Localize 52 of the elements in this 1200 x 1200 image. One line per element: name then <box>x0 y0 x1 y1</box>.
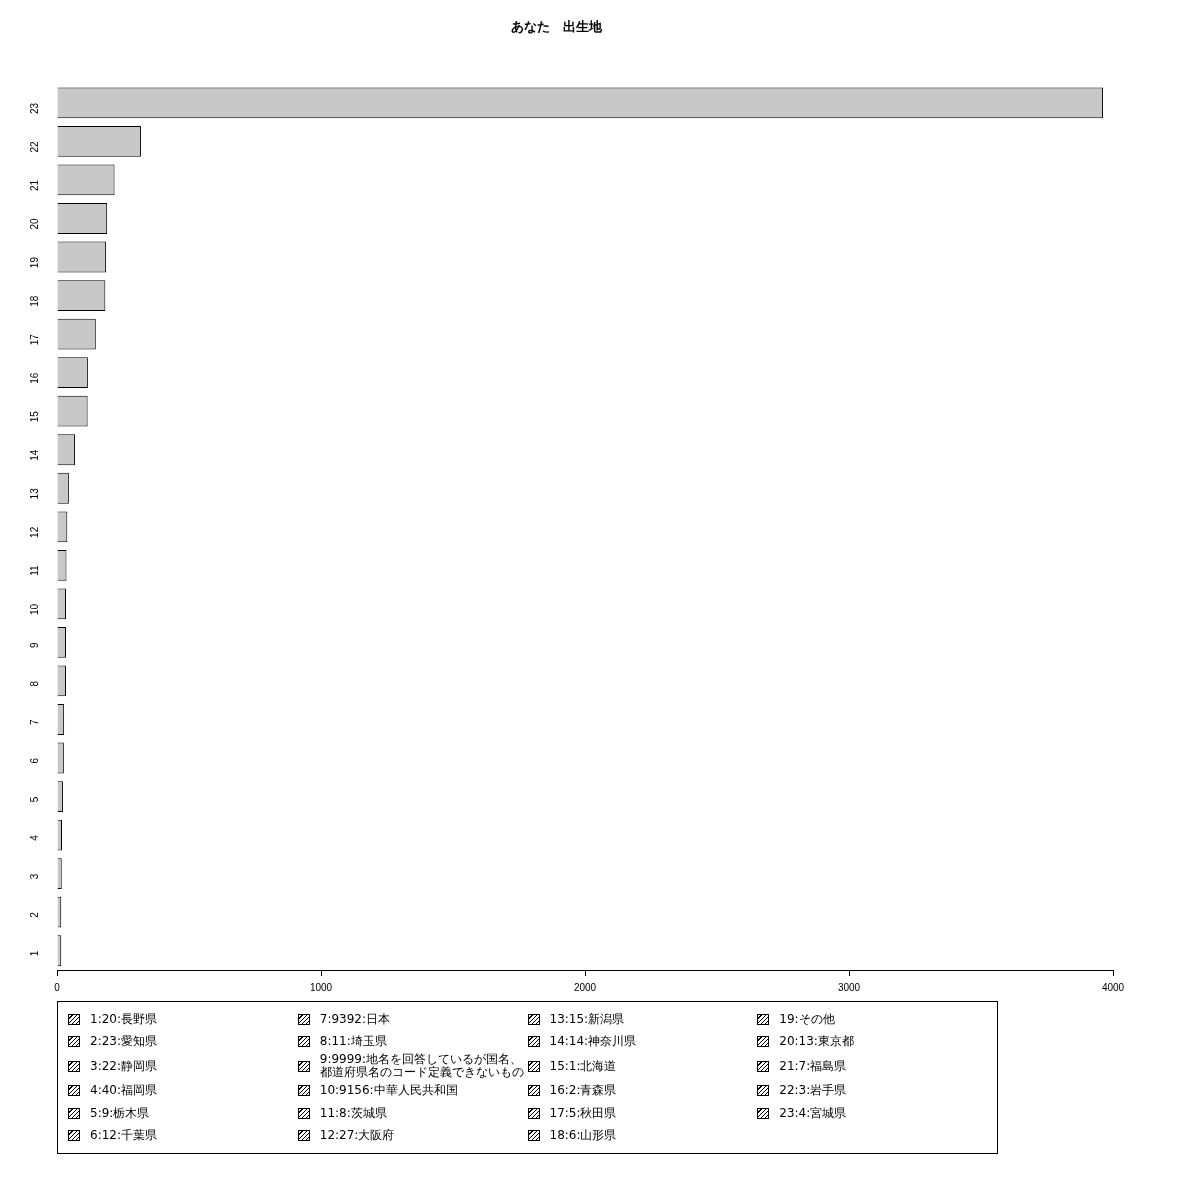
text: 15:1:北海道 <box>549 1058 618 1073</box>
text: 8:11:埼玉県 <box>319 1034 388 1049</box>
text: 13:15:新潟県 <box>549 1011 626 1026</box>
y-tick-label: 21 <box>28 179 40 192</box>
x-tick-label: 0 <box>54 981 61 993</box>
text: 21:7:福島県 <box>779 1058 848 1073</box>
y-tick-label: 8 <box>28 680 40 687</box>
chart-title: あなた 出生地 <box>511 19 603 35</box>
y-tick-label: 16 <box>28 372 40 384</box>
y-tick-label: 9 <box>28 641 40 648</box>
text: 11:8:茨城県 <box>319 1105 388 1120</box>
text: 1:20:長野県 <box>90 1011 158 1026</box>
text: 16:2:青森県 <box>549 1082 618 1097</box>
y-tick-label: 6 <box>28 757 40 764</box>
y-tick-label: 23 <box>28 102 40 114</box>
text: 12:27:大阪府 <box>319 1128 396 1143</box>
y-tick-label: 7 <box>28 719 40 726</box>
text: 9:9999:地名を回答しているが国名、都道府県名のコード定義できないもの <box>319 1052 525 1080</box>
y-tick-label: 10 <box>28 603 40 615</box>
text: 22:3:岩手県 <box>779 1082 848 1097</box>
y-tick-label: 5 <box>28 796 40 803</box>
y-tick-label: 4 <box>28 834 40 841</box>
y-tick-label: 20 <box>28 218 40 230</box>
y-tick-label: 12 <box>28 526 40 538</box>
y-tick-label: 15 <box>28 410 40 423</box>
y-tick-label: 11 <box>28 564 40 576</box>
text: 2:23:愛知県 <box>90 1034 158 1049</box>
text: 4:40:福岡県 <box>90 1082 158 1097</box>
y-tick-label: 19 <box>28 256 40 269</box>
text: 19:その他 <box>779 1011 836 1026</box>
x-tick-label: 3000 <box>837 981 861 993</box>
y-tick-label: 1 <box>28 950 40 957</box>
text: 17:5:秋田県 <box>549 1105 618 1120</box>
y-tick-label: 18 <box>28 295 40 307</box>
text: 18:6:山形県 <box>549 1128 618 1143</box>
text: 23:4:宮城県 <box>779 1105 848 1120</box>
y-tick-label: 17 <box>28 333 40 346</box>
y-tick-label: 2 <box>28 911 40 918</box>
text: 14:14:神奈川県 <box>549 1034 638 1049</box>
text: 5:9:栃木県 <box>90 1105 151 1120</box>
y-tick-label: 22 <box>28 140 40 153</box>
y-tick-label: 14 <box>28 449 40 461</box>
x-tick-label: 1000 <box>309 981 333 993</box>
text: 6:12:千葉県 <box>90 1128 158 1143</box>
text: 10:9156:中華人民共和国 <box>319 1082 459 1097</box>
y-tick-label: 3 <box>28 873 40 880</box>
text: 3:22:静岡県 <box>90 1058 158 1073</box>
y-tick-label: 13 <box>28 487 40 500</box>
text: 20:13:東京都 <box>779 1034 855 1049</box>
x-tick-label: 4000 <box>1101 981 1125 993</box>
x-tick-label: 2000 <box>573 981 597 993</box>
text: 7:9392:日本 <box>319 1011 391 1026</box>
